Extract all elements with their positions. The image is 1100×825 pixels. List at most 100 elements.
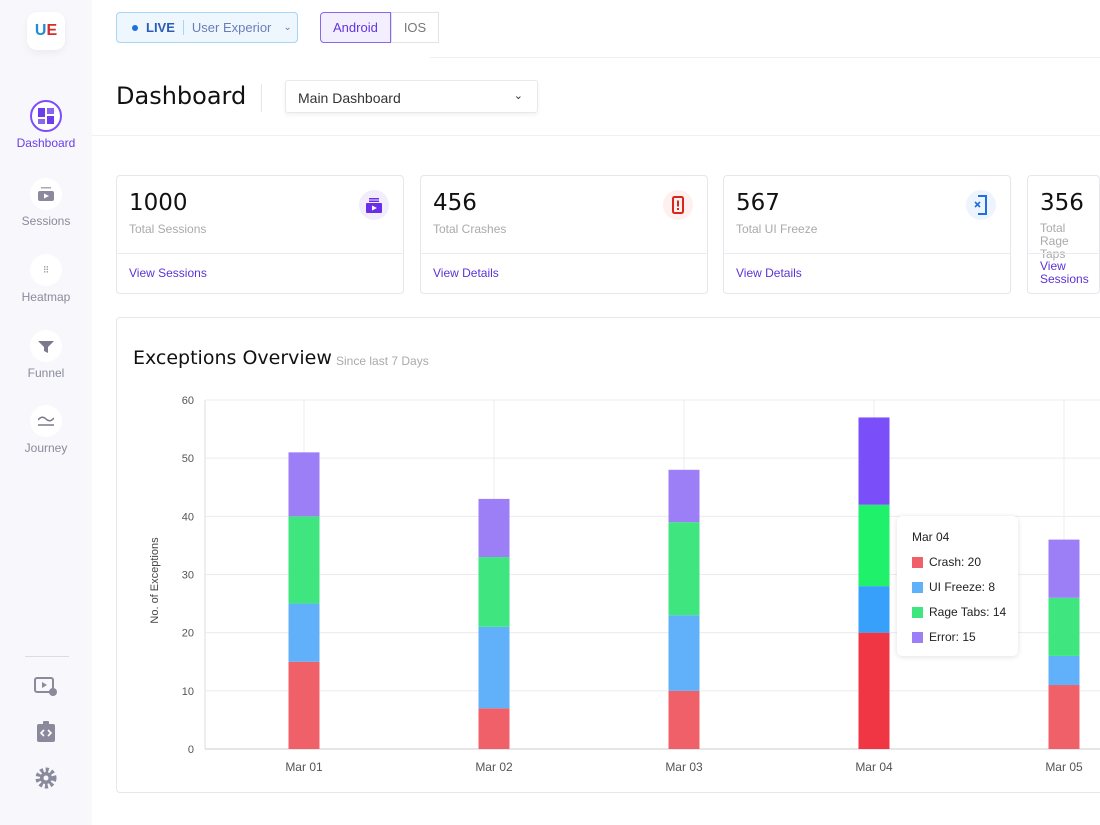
sidebar-item-label: Sessions (21, 214, 71, 228)
y-tick-label: 50 (182, 453, 194, 465)
live-dot-icon (132, 24, 138, 31)
dashboard-select[interactable]: Main Dashboard ⌄ (285, 80, 538, 113)
divider (724, 253, 1010, 254)
stat-card-sessions: 1000 Total Sessions View Sessions (116, 175, 404, 294)
stat-label: Total Crashes (433, 222, 507, 236)
sidebar-item-sessions[interactable]: Sessions (0, 178, 92, 228)
app-name: User Experior (191, 20, 272, 35)
bar-segment-rage-tabs (1048, 597, 1080, 656)
bar-segment-ui-freeze (858, 586, 890, 633)
stat-card-crashes: 456 Total Crashes View Details (420, 175, 708, 294)
x-tick-label: Mar 05 (1045, 760, 1083, 774)
view-details-link[interactable]: View Details (736, 266, 802, 280)
developer-icon[interactable] (34, 720, 58, 744)
bar-segment-ui-freeze (288, 603, 320, 662)
x-tick-label: Mar 03 (665, 760, 703, 774)
chevron-down-icon: ⌄ (513, 90, 523, 102)
logo[interactable]: UE (27, 12, 65, 50)
y-axis-label: No. of Exceptions (149, 537, 161, 624)
view-details-link[interactable]: View Details (433, 266, 499, 280)
dashboard-select-value: Main Dashboard (298, 90, 401, 106)
stat-value: 567 (736, 190, 780, 216)
tooltip-row: Rage Tabs: 14 (912, 605, 1018, 619)
live-status: LIVE (146, 20, 184, 35)
sidebar-item-label: Heatmap (21, 290, 71, 304)
y-tick-label: 10 (182, 686, 194, 698)
stat-card-ui-freeze: 567 Total UI Freeze View Details (723, 175, 1011, 294)
bar-segment-crash (1048, 685, 1080, 749)
bar-segment-error (858, 417, 890, 505)
exceptions-chart-card: Exceptions Overview Since last 7 Days 0 1… (116, 317, 1100, 793)
bar-segment-rage-tabs (288, 516, 320, 604)
view-sessions-link[interactable]: View Sessions (1040, 259, 1089, 286)
divider (261, 84, 262, 112)
sidebar-item-label: Dashboard (16, 136, 76, 150)
x-tick-label: Mar 01 (285, 760, 323, 774)
bar-segment-error (1048, 539, 1080, 598)
stat-value: 456 (433, 190, 477, 216)
dashboard-icon (30, 100, 62, 132)
chart-subtitle: Since last 7 Days (336, 354, 429, 368)
stat-value: 356 (1040, 190, 1084, 216)
sidebar-item-label: Funnel (27, 366, 65, 380)
bar-segment-rage-tabs (858, 504, 890, 587)
legend-swatch (912, 556, 923, 568)
tab-android[interactable]: Android (320, 12, 391, 43)
tooltip-row: Crash: 20 (912, 555, 1018, 569)
divider (25, 656, 69, 657)
session-settings-icon[interactable] (34, 674, 58, 698)
x-tick-label: Mar 04 (855, 760, 893, 774)
bar-segment-error (668, 469, 700, 523)
sidebar-item-journey[interactable]: Journey (0, 405, 92, 455)
crash-icon (663, 190, 693, 220)
divider (92, 135, 1100, 136)
ui-freeze-icon (966, 190, 996, 220)
sessions-icon (359, 190, 389, 220)
page-title: Dashboard (116, 82, 247, 110)
bar-segment-rage-tabs (478, 557, 510, 627)
legend-swatch (912, 581, 923, 593)
app-selector[interactable]: LIVE User Experior ⌄ (116, 12, 298, 43)
sidebar-item-heatmap[interactable]: ⠿ Heatmap (0, 254, 92, 304)
y-tick-label: 60 (182, 395, 194, 407)
platform-toggle: Android IOS (320, 12, 440, 43)
legend-swatch (912, 631, 923, 643)
tooltip-crash: Crash: 20 (929, 555, 982, 569)
bar-segment-crash (858, 632, 890, 749)
x-tick-label: Mar 02 (475, 760, 513, 774)
divider (421, 253, 707, 254)
sidebar-item-label: Journey (24, 441, 68, 455)
sidebar-item-funnel[interactable]: Funnel (0, 330, 92, 380)
bar-segment-ui-freeze (478, 626, 510, 709)
legend-swatch (912, 606, 923, 618)
tooltip-row: Error: 15 (912, 630, 1018, 644)
sidebar-item-dashboard[interactable]: Dashboard (0, 100, 92, 150)
stat-label: Total Rage Taps (1040, 221, 1069, 261)
heatmap-icon: ⠿ (30, 254, 62, 286)
tab-ios[interactable]: IOS (390, 12, 440, 43)
y-tick-label: 20 (182, 628, 194, 640)
y-tick-label: 0 (188, 744, 194, 756)
stat-label: Total UI Freeze (736, 222, 818, 236)
bar-segment-error (478, 498, 510, 558)
journey-icon (30, 405, 62, 437)
chevron-down-icon: ⌄ (283, 22, 292, 33)
funnel-icon (30, 330, 62, 362)
tooltip-row: UI Freeze: 8 (912, 580, 1018, 594)
tooltip-title: Mar 04 (912, 530, 950, 544)
divider (1028, 253, 1099, 254)
tooltip-error: Error: 15 (929, 630, 976, 644)
chart-title: Exceptions Overview (133, 347, 332, 369)
stat-card-rage-taps: 356 Total Rage Taps View Sessions (1027, 175, 1100, 294)
chart-tooltip: Mar 04 Crash: 20 UI Freeze: 8 Rage Tabs:… (897, 516, 1018, 656)
gear-icon[interactable] (34, 766, 58, 790)
y-tick-label: 30 (182, 570, 194, 582)
divider (117, 253, 403, 254)
sessions-icon (30, 178, 62, 210)
exceptions-chart: 0 10 20 30 40 50 60 No. of Exceptions Mar 01 Mar … (149, 395, 1100, 774)
view-sessions-link[interactable]: View Sessions (129, 266, 207, 280)
bar-segment-rage-tabs (668, 522, 700, 616)
bar-segment-error (288, 452, 320, 517)
bar-segment-crash (288, 661, 320, 749)
stat-value: 1000 (129, 190, 188, 216)
